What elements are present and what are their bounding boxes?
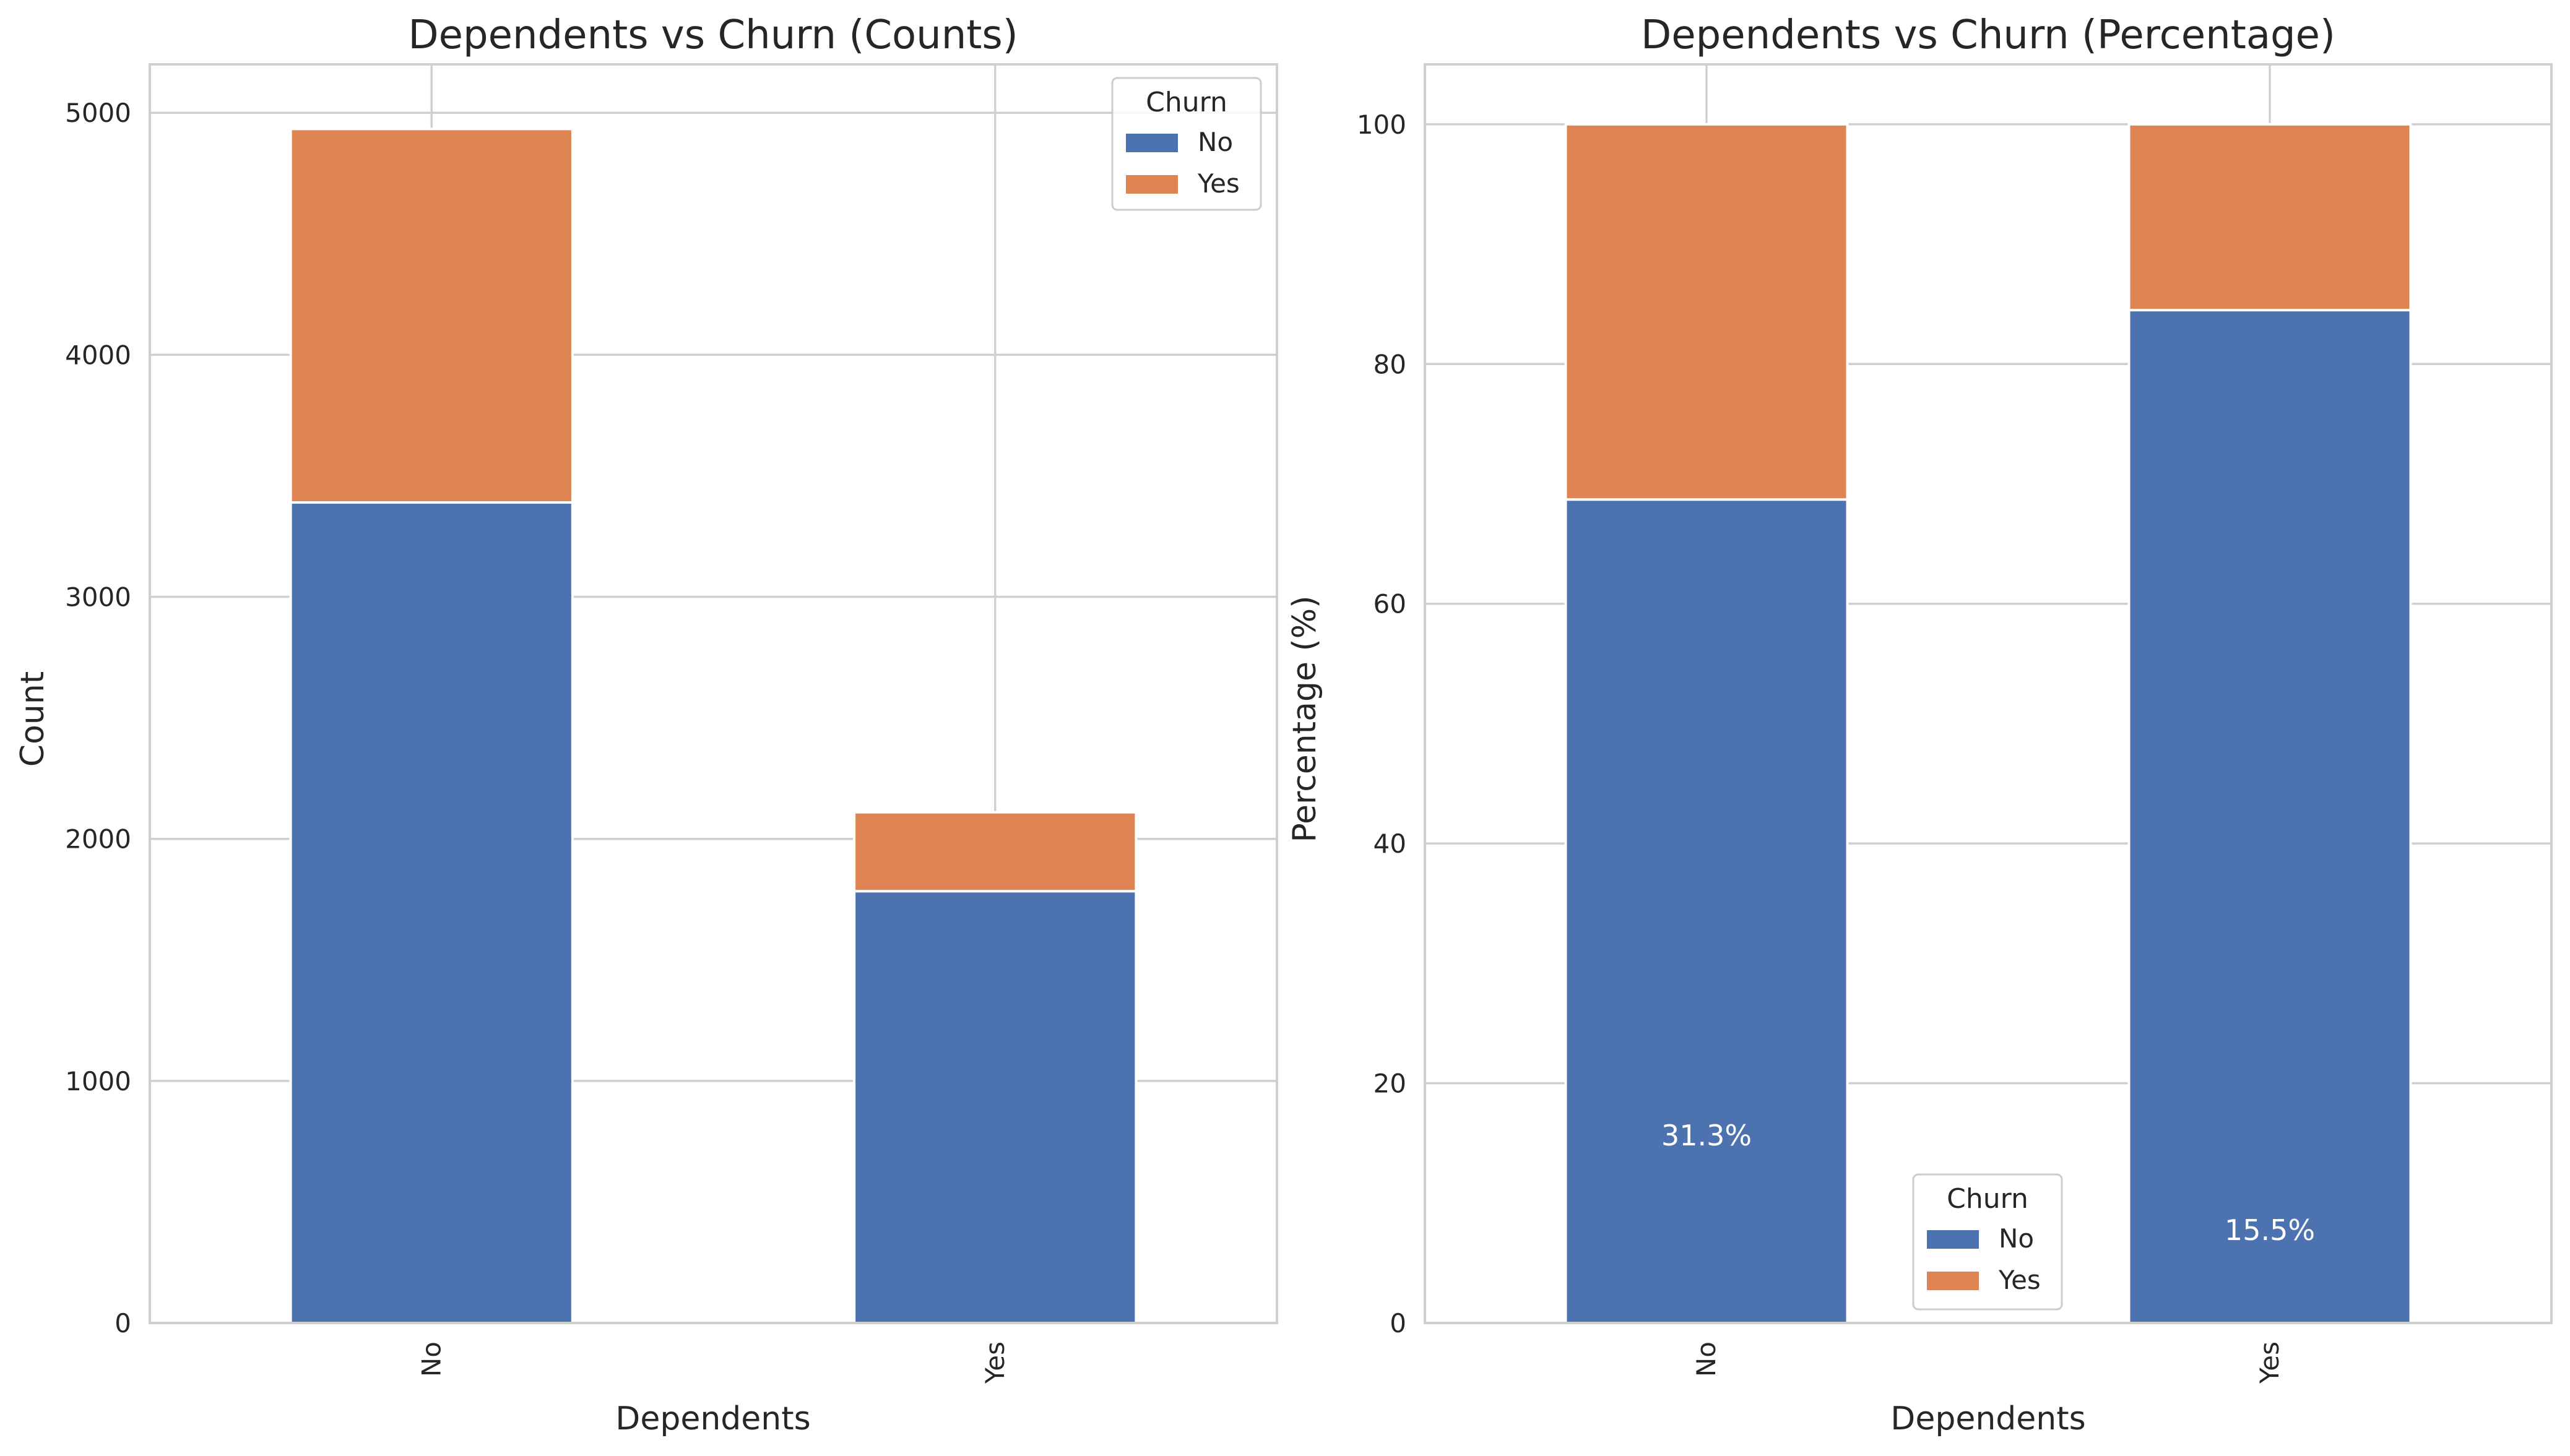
y-tick-label: 2000 xyxy=(65,824,131,855)
x-tick-label: No xyxy=(416,1342,446,1377)
legend-label: No xyxy=(1198,127,1233,157)
legend-swatch-no xyxy=(1927,1230,1979,1249)
bar-no-no xyxy=(289,501,574,1325)
chart-title: Dependents vs Churn (Counts) xyxy=(408,12,1018,58)
bar-yes-yes xyxy=(853,811,1138,893)
legend: Churn No Yes xyxy=(1111,77,1262,211)
y-tick-label: 80 xyxy=(1374,349,1406,379)
legend-swatch-yes xyxy=(1927,1272,1979,1290)
y-tick-label: 3000 xyxy=(65,582,131,613)
bar-yes-yes xyxy=(2127,123,2412,312)
legend-swatch-no xyxy=(1126,134,1178,152)
bar-no-yes xyxy=(1564,123,1849,501)
y-tick-label: 60 xyxy=(1374,589,1406,619)
x-tick-label: No xyxy=(1691,1342,1721,1377)
y-axis-label: Count xyxy=(14,671,51,767)
x-tick-label: Yes xyxy=(2254,1342,2285,1384)
legend: Churn No Yes xyxy=(1912,1173,2063,1311)
axes-frame xyxy=(149,63,1278,1324)
y-tick-label: 40 xyxy=(1374,829,1406,859)
x-tick-label: Yes xyxy=(980,1342,1010,1384)
bar-percentage-label: 15.5% xyxy=(2225,1213,2315,1247)
y-tick-label: 0 xyxy=(1390,1308,1406,1338)
bar-yes-no xyxy=(2127,309,2412,1325)
bar-percentage-label: 31.3% xyxy=(1661,1119,1752,1152)
legend-title: Churn xyxy=(1146,87,1227,118)
x-axis-label: Dependents xyxy=(1890,1400,2085,1437)
percentage-chart: Dependents vs Churn (Percentage) Depende… xyxy=(1286,12,2553,1437)
y-tick-label: 20 xyxy=(1374,1069,1406,1099)
y-tick-label: 4000 xyxy=(65,340,131,370)
y-tick-label: 100 xyxy=(1357,110,1406,140)
y-axis-label: Percentage (%) xyxy=(1286,595,1323,842)
legend-title: Churn xyxy=(1947,1183,2028,1215)
bar-no-no xyxy=(1564,498,1849,1324)
legend-label: No xyxy=(1999,1223,2034,1254)
axes-frame xyxy=(1424,63,2553,1324)
y-tick-label: 5000 xyxy=(65,98,131,128)
x-axis-label: Dependents xyxy=(615,1400,810,1437)
y-tick-label: 1000 xyxy=(65,1066,131,1096)
bar-yes-no xyxy=(853,890,1138,1324)
legend-label: Yes xyxy=(1197,168,1240,199)
counts-chart: Dependents vs Churn (Counts) Dependents … xyxy=(14,12,1278,1437)
y-tick-label: 0 xyxy=(115,1308,131,1338)
chart-title: Dependents vs Churn (Percentage) xyxy=(1641,12,2335,58)
bar-no-yes xyxy=(289,127,574,504)
legend-swatch-yes xyxy=(1126,175,1178,194)
legend-label: Yes xyxy=(1998,1265,2041,1295)
